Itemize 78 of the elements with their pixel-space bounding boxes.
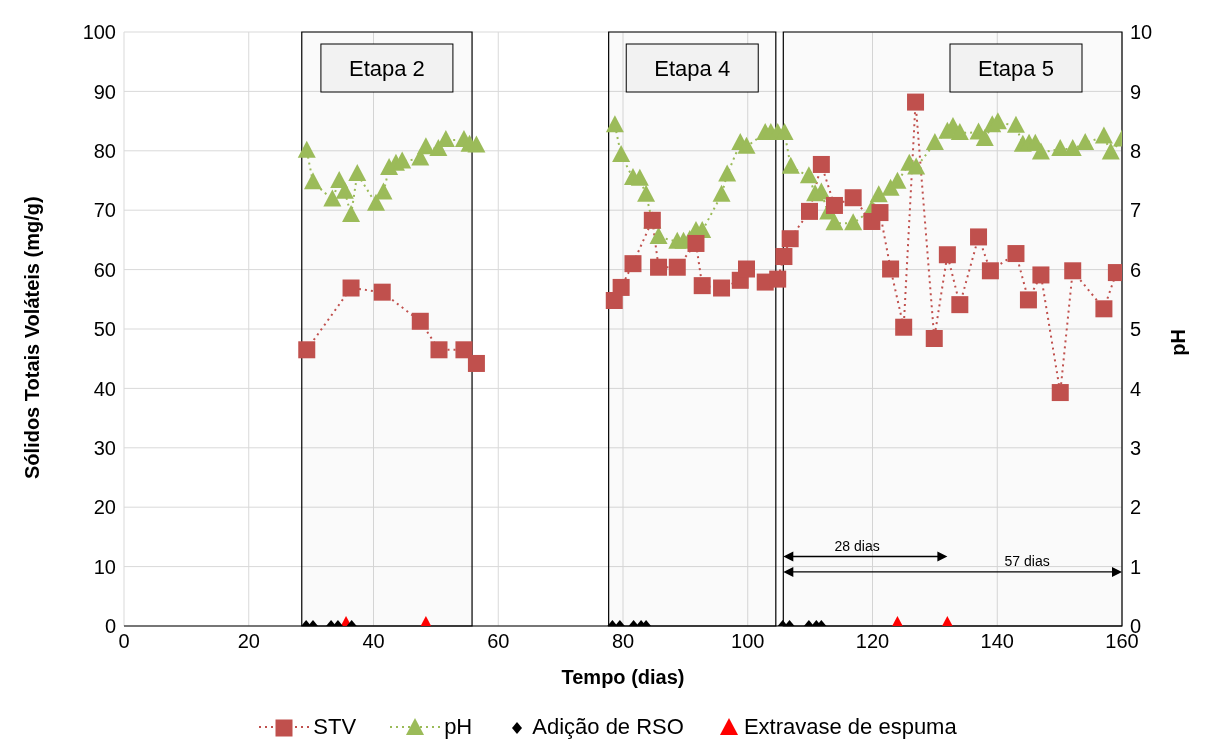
y2-tick-label: 7 [1130, 199, 1142, 222]
y2-axis-title: pH [1167, 329, 1190, 356]
x-axis-title: Tempo (dias) [561, 666, 685, 689]
y-tick-label: 90 [93, 80, 116, 103]
y-tick-label: 70 [93, 199, 116, 222]
x-tick-label: 20 [237, 630, 260, 653]
band-label: Etapa 4 [654, 56, 731, 81]
y2-tick-label: 1 [1130, 555, 1142, 578]
point [895, 318, 913, 336]
legend-label: STV [312, 714, 357, 740]
point [907, 93, 925, 111]
y2-tick-label: 6 [1130, 258, 1142, 281]
x-tick-label: 120 [855, 630, 890, 653]
point [801, 202, 818, 220]
point [1064, 262, 1082, 280]
point [781, 230, 799, 248]
point [624, 255, 642, 273]
point [1032, 266, 1050, 284]
point [650, 258, 668, 276]
y2-tick-label: 10 [1130, 21, 1153, 44]
y-tick-label: 80 [93, 139, 116, 162]
y-tick-label: 40 [93, 377, 116, 400]
x-tick-label: 80 [611, 630, 635, 653]
point [775, 248, 793, 266]
y-axis-title: Sólidos Totais Voláteis (mg/g) [21, 196, 44, 479]
y-tick-label: 30 [93, 436, 116, 459]
x-tick-label: 0 [118, 630, 130, 653]
point [970, 228, 988, 246]
point [1095, 300, 1113, 318]
x-tick-label: 60 [487, 630, 510, 653]
point [467, 354, 485, 372]
point [298, 341, 316, 359]
point [769, 270, 787, 288]
y-tick-label: 20 [93, 496, 116, 519]
point [882, 260, 900, 278]
point [342, 279, 360, 297]
point [844, 189, 862, 207]
y-tick-label: 50 [93, 318, 116, 341]
point [1019, 291, 1037, 309]
annotation: 28 dias [834, 537, 880, 554]
y-tick-label: 100 [82, 21, 116, 44]
point [693, 277, 711, 295]
point [812, 155, 830, 173]
point [938, 246, 956, 264]
x-tick-label: 40 [362, 630, 385, 653]
point [1051, 384, 1069, 402]
point [738, 260, 755, 278]
band-label: Etapa 5 [978, 56, 1054, 81]
point [981, 262, 999, 280]
y2-tick-label: 2 [1130, 496, 1142, 519]
point [925, 330, 943, 347]
point [430, 341, 448, 359]
point [411, 312, 429, 330]
legend-label: pH [443, 714, 473, 740]
point [825, 196, 843, 214]
y2-tick-label: 4 [1130, 377, 1142, 400]
point [455, 341, 473, 359]
legend-label: Extravase de espuma [742, 714, 957, 740]
y2-tick-label: 8 [1130, 139, 1142, 162]
point [871, 204, 889, 222]
y-tick-label: 10 [93, 555, 116, 578]
x-tick-label: 100 [731, 630, 765, 653]
point [951, 296, 969, 314]
legend-label: Adição de RSO [531, 714, 684, 740]
point [612, 278, 630, 296]
y-tick-label: 60 [93, 258, 116, 281]
point [373, 283, 391, 301]
band-label: Etapa 2 [348, 56, 425, 81]
annotation: 57 dias [1004, 552, 1050, 569]
y-tick-label: 0 [104, 615, 116, 638]
point [687, 234, 705, 252]
y2-tick-label: 3 [1130, 436, 1142, 459]
y2-tick-label: 9 [1130, 80, 1142, 103]
x-tick-label: 140 [980, 630, 1014, 653]
point [668, 258, 686, 276]
point [1007, 245, 1025, 263]
point [713, 279, 731, 297]
y2-tick-label: 5 [1130, 318, 1142, 341]
